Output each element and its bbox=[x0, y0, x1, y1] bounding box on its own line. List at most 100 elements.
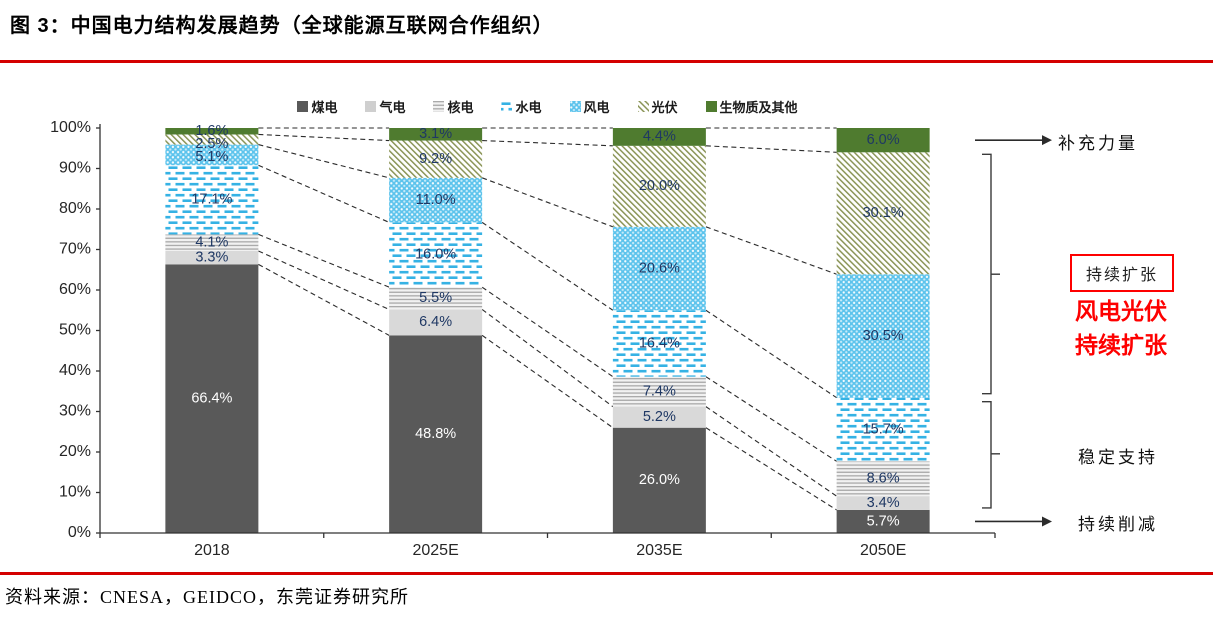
bar-segment-pv bbox=[389, 140, 483, 178]
bracket-expand bbox=[982, 153, 992, 395]
segment-value-label: 2.5% bbox=[195, 136, 228, 152]
bar-segment-hydro bbox=[165, 165, 259, 235]
y-tick-label: 10% bbox=[59, 484, 91, 501]
figure-title: 图 3：中国电力结构发展趋势（全球能源互联网合作组织） bbox=[10, 15, 554, 37]
dashed-connector bbox=[705, 226, 837, 275]
segment-value-label: 15.7% bbox=[863, 421, 904, 437]
segment-value-label: 4.4% bbox=[643, 129, 676, 145]
annotation-wind-pv-line1: 风电光伏 bbox=[1075, 298, 1167, 324]
legend-swatch-wind bbox=[569, 101, 581, 112]
bar-segment-gas bbox=[612, 406, 706, 428]
legend-item-gas: 气电 bbox=[365, 97, 405, 116]
y-tick-label: 70% bbox=[59, 241, 91, 258]
y-tick-label: 30% bbox=[59, 403, 91, 420]
bar-2035E: 26.0% 5.2% 7.4% 16.4% 20.6% 20.0% 4.4% bbox=[612, 128, 706, 533]
bar-segment-gas bbox=[165, 250, 259, 265]
segment-value-label: 5.2% bbox=[643, 409, 676, 425]
bar-segment-gas bbox=[389, 309, 483, 336]
bar-segment-coal bbox=[612, 427, 706, 533]
legend-label: 核电 bbox=[447, 100, 474, 115]
annotation-reduce: 持续削减 bbox=[1078, 515, 1158, 534]
dashed-connector bbox=[705, 376, 837, 462]
annotation-stable: 稳定支持 bbox=[1078, 448, 1158, 467]
arrow-reduce-head bbox=[1042, 516, 1052, 527]
dashed-connector bbox=[481, 177, 614, 228]
segment-value-label: 7.4% bbox=[643, 383, 676, 399]
legend-item-nuclear: 核电 bbox=[433, 97, 473, 116]
arrow-supplement-head bbox=[1042, 135, 1052, 146]
dashed-connector bbox=[258, 233, 390, 288]
x-category-label: 2050E bbox=[860, 542, 906, 559]
y-tick-label: 80% bbox=[59, 200, 91, 217]
bar-segment-wind bbox=[612, 226, 706, 311]
y-tick-label: 90% bbox=[59, 160, 91, 177]
legend-label: 气电 bbox=[379, 100, 406, 115]
dashed-connector bbox=[481, 286, 614, 378]
dashed-connector bbox=[258, 250, 390, 310]
bar-segment-nuclear bbox=[389, 287, 483, 310]
y-tick-label: 100% bbox=[50, 119, 91, 136]
dashed-connector bbox=[705, 145, 837, 153]
legend-item-wind: 风电 bbox=[569, 97, 610, 116]
segment-value-label: 20.0% bbox=[639, 178, 680, 194]
segment-value-label: 3.4% bbox=[867, 495, 900, 511]
y-tick-label: 40% bbox=[59, 362, 91, 379]
dashed-connector bbox=[482, 140, 613, 147]
annotation-wind-pv-line2: 持续扩张 bbox=[1075, 332, 1167, 358]
legend-label: 水电 bbox=[515, 100, 542, 115]
segment-value-label: 8.6% bbox=[867, 471, 900, 487]
bar-segment-pv bbox=[836, 152, 930, 275]
segment-value-label: 66.4% bbox=[191, 391, 232, 407]
bar-segment-coal bbox=[836, 509, 930, 533]
bar-2050E: 5.7% 3.4% 8.6% 15.7% 30.5% 30.1% 6.0% bbox=[836, 128, 930, 533]
legend-item-pv: 光伏 bbox=[637, 97, 678, 116]
legend-label: 风电 bbox=[583, 100, 610, 115]
bar-segment-nuclear bbox=[612, 376, 706, 407]
legend-label: 煤电 bbox=[311, 100, 338, 115]
bar-segment-wind bbox=[165, 144, 259, 166]
y-tick-label: 50% bbox=[59, 322, 91, 339]
dashed-connector bbox=[705, 406, 837, 497]
legend-swatch-hydro bbox=[501, 101, 513, 112]
segment-value-label: 11.0% bbox=[416, 192, 456, 208]
legend-label: 光伏 bbox=[651, 100, 678, 115]
source-note: 资料来源：CNESA，GEIDCO，东莞证券研究所 bbox=[5, 587, 410, 607]
legend-swatch-pv bbox=[637, 101, 649, 112]
segment-value-label: 20.6% bbox=[639, 260, 680, 276]
legend-swatch-coal bbox=[297, 101, 309, 112]
legend-swatch-biomass bbox=[705, 101, 717, 112]
x-category-label: 2025E bbox=[412, 542, 458, 559]
segment-value-label: 5.5% bbox=[419, 290, 452, 306]
bar-segment-wind bbox=[389, 177, 483, 223]
chart-legend: 煤电 气电 核电 水电 风电 光伏 生物质及其他 bbox=[100, 97, 995, 116]
legend-swatch-gas bbox=[365, 101, 377, 112]
bar-2025E: 48.8% 6.4% 5.5% 16.0% 11.0% 9.2% 3.1% bbox=[389, 126, 483, 533]
segment-value-label: 6.0% bbox=[867, 132, 900, 148]
dashed-connector bbox=[258, 263, 390, 336]
segment-value-label: 5.7% bbox=[867, 513, 900, 529]
bar-segment-biomass bbox=[836, 128, 930, 153]
dashed-connector bbox=[481, 334, 614, 429]
segment-value-label: 1.6% bbox=[195, 123, 228, 139]
bar-segment-biomass bbox=[165, 128, 259, 135]
segment-value-label: 9.2% bbox=[419, 151, 452, 167]
dashed-connector bbox=[258, 133, 390, 142]
bar-segment-hydro bbox=[836, 397, 930, 462]
annotation-wind-pv-expand: 风电光伏 持续扩张 bbox=[1068, 294, 1174, 362]
segment-value-label: 3.1% bbox=[419, 126, 452, 142]
bar-segment-pv bbox=[165, 134, 259, 145]
bracket-stable bbox=[982, 401, 992, 509]
bar-segment-pv bbox=[612, 145, 706, 227]
dashed-connector bbox=[705, 309, 837, 399]
bar-segment-coal bbox=[389, 335, 483, 533]
segment-value-label: 3.3% bbox=[195, 250, 228, 266]
bar-segment-wind bbox=[836, 274, 930, 398]
dashed-connector bbox=[481, 308, 614, 408]
segment-value-label: 16.0% bbox=[415, 247, 456, 263]
y-tick-label: 0% bbox=[68, 524, 91, 541]
bar-2018: 66.4% 3.3%4.1% 17.1% 5.1%2.5%1.6% bbox=[165, 123, 259, 533]
y-tick-label: 60% bbox=[59, 281, 91, 298]
bar-segment-coal bbox=[165, 264, 259, 533]
bar-segment-hydro bbox=[389, 222, 483, 288]
